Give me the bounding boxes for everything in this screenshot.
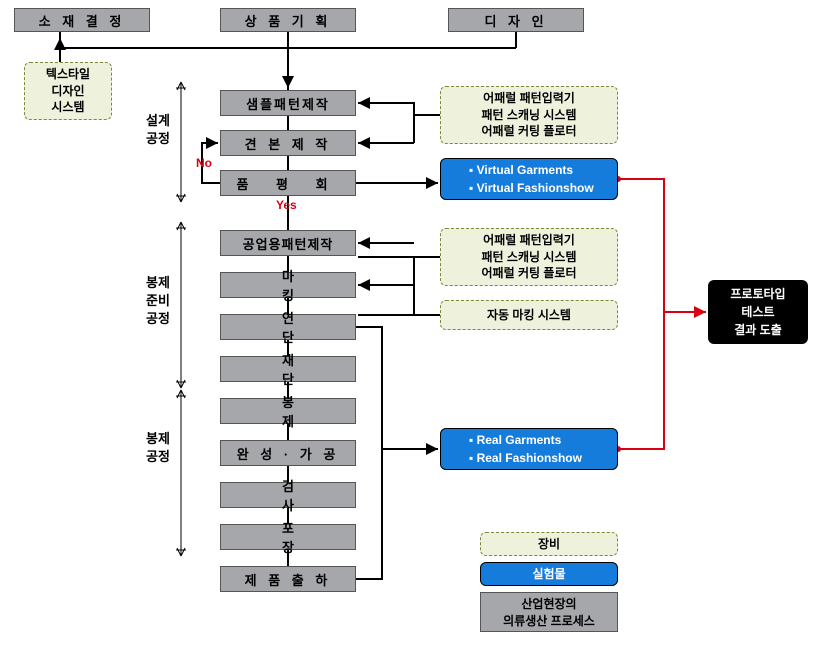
step-marking: 마 킹 — [220, 272, 356, 298]
yes-label: Yes — [276, 198, 297, 212]
top-design: 디 자 인 — [448, 8, 584, 32]
result-box: 프로토타입 테스트 결과 도출 — [708, 280, 808, 344]
top-material: 소 재 결 정 — [14, 8, 150, 32]
step-industrial: 공업용패턴제작 — [220, 230, 356, 256]
marking-box: 자동 마킹 시스템 — [440, 300, 618, 330]
step-spreading: 연 단 — [220, 314, 356, 340]
step-finishing: 완 성 · 가 공 — [220, 440, 356, 466]
legend-exp: 실험물 — [480, 562, 618, 586]
apparel-box-1: 어패럴 패턴입력기 패턴 스캐닝 시스템 어패럴 커팅 플로터 — [440, 86, 618, 144]
virtual-box: Virtual Garments Virtual Fashionshow — [440, 158, 618, 200]
real-item-1: Real Garments — [469, 431, 582, 449]
step-prototype: 견 본 제 작 — [220, 130, 356, 156]
step-sample: 샘플패턴제작 — [220, 90, 356, 116]
real-item-2: Real Fashionshow — [469, 449, 582, 467]
virtual-item-2: Virtual Fashionshow — [469, 179, 594, 197]
legend-process: 산업현장의 의류생산 프로세스 — [480, 592, 618, 632]
textile-system: 텍스타일 디자인 시스템 — [24, 62, 112, 120]
top-planning: 상 품 기 획 — [220, 8, 356, 32]
stage-prep-label: 봉제 준비 공정 — [138, 274, 178, 329]
stage-design-label: 설계 공정 — [138, 112, 178, 148]
step-inspection: 검 사 — [220, 482, 356, 508]
step-shipping: 제 품 출 하 — [220, 566, 356, 592]
legend-equip: 장비 — [480, 532, 618, 556]
step-sewing: 봉 제 — [220, 398, 356, 424]
apparel-box-2: 어패럴 패턴입력기 패턴 스캐닝 시스템 어패럴 커팅 플로터 — [440, 228, 618, 286]
step-cutting: 재 단 — [220, 356, 356, 382]
virtual-item-1: Virtual Garments — [469, 161, 594, 179]
no-label: No — [196, 156, 212, 170]
step-review: 품 평 회 — [220, 170, 356, 196]
stage-sewing-label: 봉제 공정 — [138, 430, 178, 466]
step-packing: 포 장 — [220, 524, 356, 550]
real-box: Real Garments Real Fashionshow — [440, 428, 618, 470]
